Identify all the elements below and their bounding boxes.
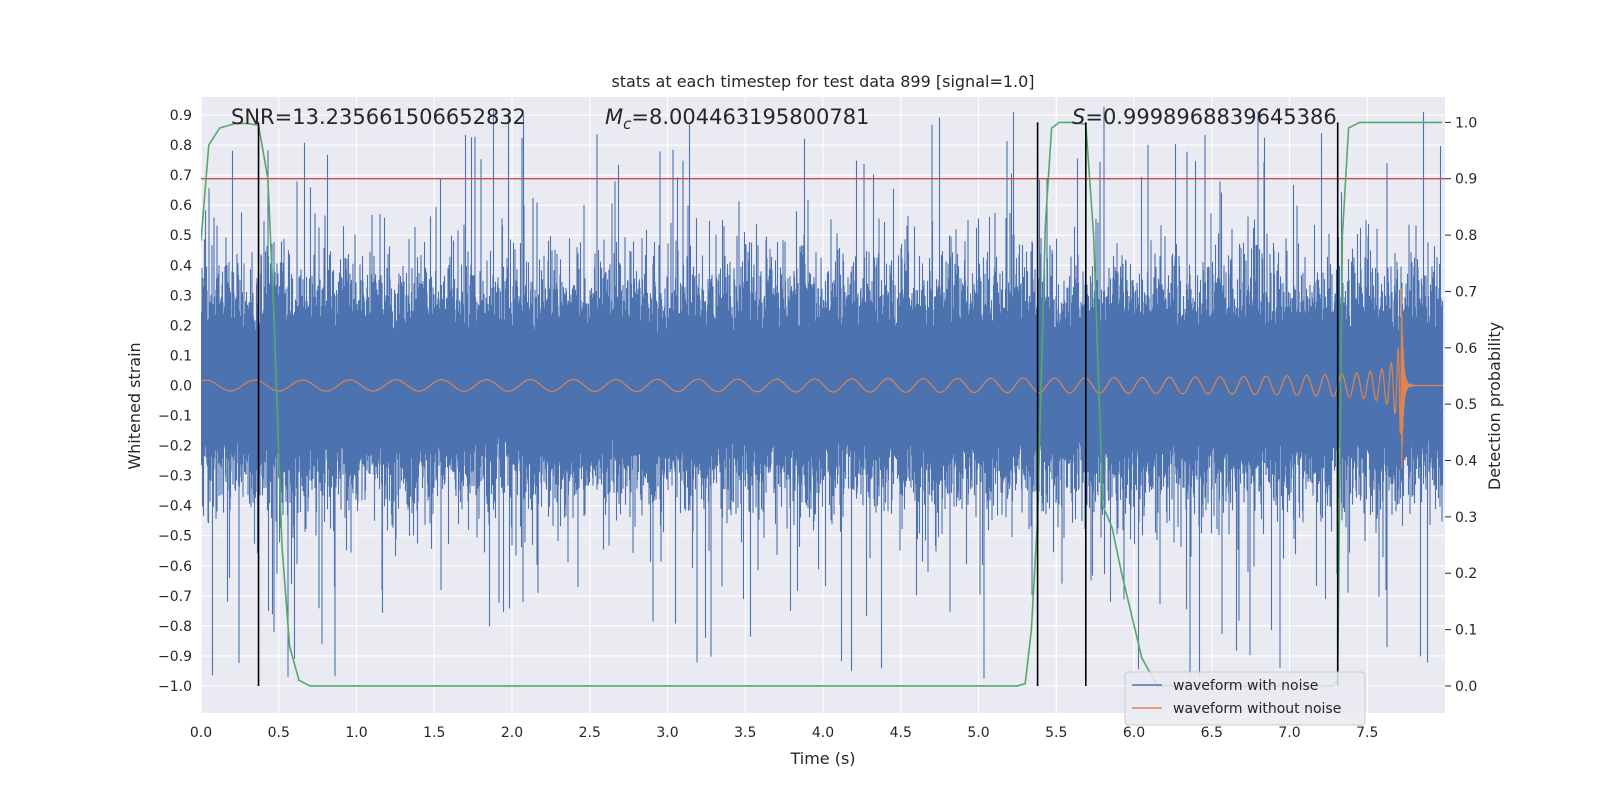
x-tick-label: 1.0 bbox=[345, 725, 367, 741]
y-tick-label: 0.3 bbox=[170, 288, 192, 304]
x-tick-label: 5.5 bbox=[1045, 725, 1067, 741]
y-tick-label: −0.7 bbox=[158, 589, 192, 605]
y-tick-label: −0.4 bbox=[158, 499, 192, 515]
y-tick-label: −0.1 bbox=[158, 409, 192, 425]
chart-title: stats at each timestep for test data 899… bbox=[611, 72, 1034, 91]
y2-tick-label: 0.8 bbox=[1455, 228, 1477, 244]
y2-axis-ticks: 0.0 0.1 0.2 0.3 0.4 0.5 0.6 0.7 0.8 0.9 1.0 bbox=[1445, 115, 1477, 695]
y2-tick-label: 0.6 bbox=[1455, 341, 1477, 357]
chirp-mass-symbol: M bbox=[605, 105, 623, 129]
y-tick-label: 0.1 bbox=[170, 348, 192, 364]
x-axis-label: Time (s) bbox=[789, 749, 855, 768]
y-tick-label: 0.0 bbox=[170, 378, 192, 394]
detection-stat-symbol: S bbox=[1072, 105, 1085, 129]
chirp-mass-subscript: c bbox=[623, 115, 632, 133]
y2-tick-label: 0.3 bbox=[1455, 510, 1477, 526]
y-axis-ticks: 0.9 0.8 0.7 0.6 0.5 0.4 0.3 0.2 0.1 0.0 −0.1 −0.2 −0… bbox=[158, 108, 192, 695]
y-tick-label: −0.2 bbox=[158, 439, 192, 455]
series-waveform-without-noise bbox=[201, 288, 1443, 469]
x-tick-label: 4.0 bbox=[812, 725, 834, 741]
x-tick-label: 6.5 bbox=[1201, 725, 1223, 741]
legend-label-noise: waveform with noise bbox=[1173, 678, 1318, 694]
y2-tick-label: 0.0 bbox=[1455, 679, 1477, 695]
y-tick-label: −0.8 bbox=[158, 619, 192, 635]
y-tick-label: 0.8 bbox=[170, 138, 192, 154]
y-tick-label: −0.6 bbox=[158, 559, 192, 575]
x-tick-label: 1.5 bbox=[423, 725, 445, 741]
y-tick-label: 0.7 bbox=[170, 168, 192, 184]
y-tick-label: −0.5 bbox=[158, 529, 192, 545]
x-tick-label: 4.5 bbox=[890, 725, 912, 741]
x-tick-label: 0.0 bbox=[190, 725, 212, 741]
y2-tick-label: 0.4 bbox=[1455, 454, 1477, 470]
detection-stat-value: =0.9998968839645386 bbox=[1085, 105, 1336, 129]
y2-tick-label: 0.1 bbox=[1455, 623, 1477, 639]
x-tick-label: 6.0 bbox=[1123, 725, 1145, 741]
y-tick-label: −0.9 bbox=[158, 649, 192, 665]
series-waveform-with-noise bbox=[201, 106, 1444, 679]
x-axis-ticks: 0.0 0.5 1.0 1.5 2.0 2.5 3.0 3.5 4.0 4.5 5.0 5.5 6.0 6… bbox=[190, 725, 1379, 741]
y2-tick-label: 0.5 bbox=[1455, 397, 1477, 413]
legend-label-clean: waveform without noise bbox=[1173, 701, 1341, 717]
y2-tick-label: 0.2 bbox=[1455, 566, 1477, 582]
detection-stat-annotation: S=0.9998968839645386 bbox=[1072, 105, 1337, 129]
y-tick-label: −0.3 bbox=[158, 469, 192, 485]
legend-frame bbox=[1124, 671, 1366, 726]
chirp-mass-annotation: Mc=8.004463195800781 bbox=[605, 105, 869, 133]
y2-axis-label: Detection probability bbox=[1485, 322, 1504, 490]
y-tick-label: 0.2 bbox=[170, 318, 192, 334]
y2-tick-label: 0.9 bbox=[1455, 172, 1477, 188]
y-tick-label: 0.9 bbox=[170, 108, 192, 124]
chirp-mass-value: =8.004463195800781 bbox=[631, 105, 869, 129]
x-tick-label: 0.5 bbox=[268, 725, 290, 741]
y2-tick-label: 1.0 bbox=[1455, 115, 1477, 131]
snr-annotation: SNR=13.235661506652832 bbox=[231, 105, 526, 129]
y-axis-label: Whitened strain bbox=[125, 342, 144, 469]
x-tick-label: 3.5 bbox=[734, 725, 756, 741]
x-tick-label: 2.0 bbox=[501, 725, 523, 741]
y-tick-label: 0.5 bbox=[170, 228, 192, 244]
legend: waveform with noise waveform without noi… bbox=[1124, 671, 1366, 726]
x-tick-label: 7.5 bbox=[1356, 725, 1378, 741]
x-tick-label: 7.0 bbox=[1278, 725, 1300, 741]
y-tick-label: 0.6 bbox=[170, 198, 192, 214]
y2-tick-label: 0.7 bbox=[1455, 284, 1477, 300]
x-tick-label: 3.0 bbox=[656, 725, 678, 741]
x-tick-label: 5.0 bbox=[967, 725, 989, 741]
y-tick-label: −1.0 bbox=[158, 679, 192, 695]
x-tick-label: 2.5 bbox=[579, 725, 601, 741]
y-tick-label: 0.4 bbox=[170, 258, 192, 274]
